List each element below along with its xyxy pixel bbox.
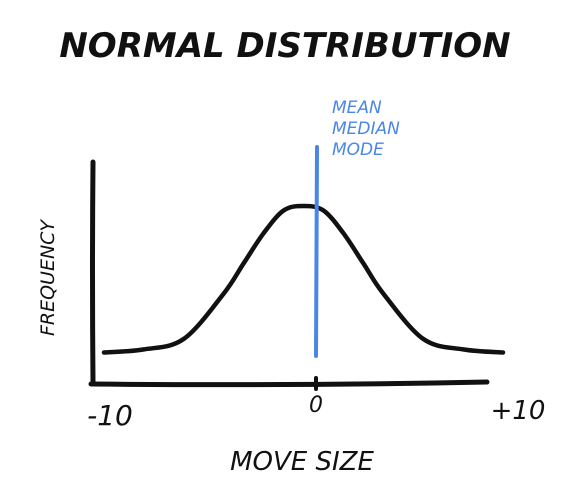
mean-median-mode-line: [314, 145, 319, 358]
annotation-mean: MEAN: [332, 98, 382, 118]
x-tick-label-max: +10: [491, 396, 546, 426]
annotation-median: MEDIAN: [332, 119, 400, 139]
chart-title: NORMAL DISTRIBUTION: [59, 26, 510, 66]
x-tick-label-min: -10: [87, 399, 133, 432]
distribution-curve: [101, 203, 506, 355]
annotation-mode: MODE: [332, 140, 384, 160]
x-axis-label: MOVE SIZE: [230, 447, 374, 477]
x-tick-label-zero: 0: [309, 393, 323, 418]
y-axis: [90, 159, 96, 385]
y-axis-label: FREQUENCY: [37, 219, 59, 336]
x-axis: [88, 379, 490, 388]
